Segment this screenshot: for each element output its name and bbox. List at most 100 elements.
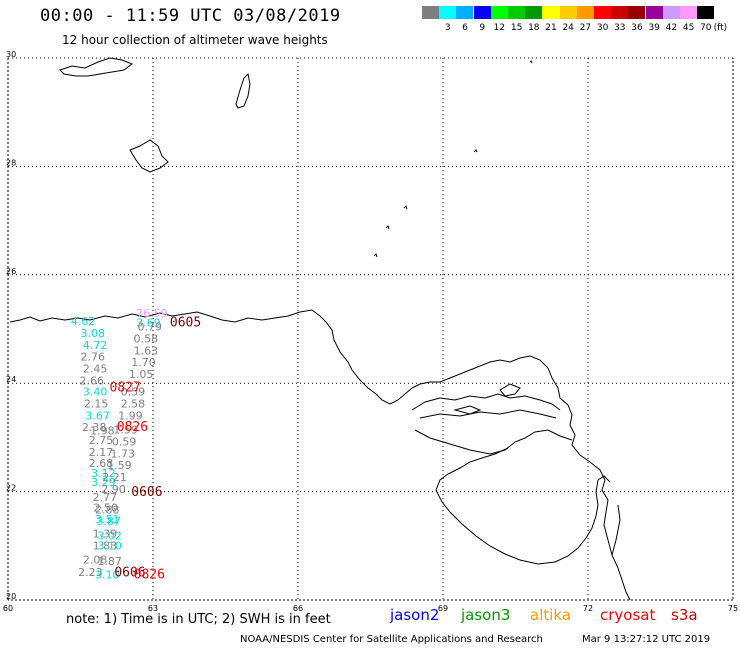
longitude-tick-label: 72	[583, 604, 593, 613]
scale-swatch	[611, 6, 629, 19]
scale-swatch	[662, 6, 680, 19]
wave-height-value: 0.58	[134, 333, 159, 346]
scale-tick-label: 15	[510, 23, 523, 33]
wave-height-value: 2.88	[95, 503, 120, 516]
pass-time-label: 0605	[170, 315, 201, 330]
wave-height-value: 1.87	[97, 555, 122, 568]
satellite-legend-item: altika	[530, 606, 572, 624]
scale-tick-label: 45	[682, 23, 695, 33]
coastline-oman-fragment	[59, 57, 134, 77]
generated-timestamp: Mar 9 13:27:12 UTC 2019	[582, 634, 711, 645]
wave-height-value: 2.58	[121, 398, 146, 411]
wave-height-value: 3.12	[91, 467, 116, 480]
wave-height-value: 1.39	[93, 528, 118, 541]
wave-height-value: 2.23	[78, 566, 103, 579]
latitude-tick-label: 22	[6, 484, 16, 493]
scale-tick-label: 36	[631, 23, 643, 33]
credit-line: NOAA/NESDIS Center for Satellite Applica…	[240, 634, 543, 645]
map-title: 00:00 - 11:59 UTC 03/08/2019	[40, 6, 341, 26]
latitude-tick-label: 20	[6, 592, 16, 601]
scale-swatch	[439, 6, 457, 19]
satellite-legend-item: jason2	[390, 606, 440, 624]
wave-height-value: 3.51	[95, 513, 120, 526]
wave-height-value: 1.98	[90, 425, 115, 438]
scale-tick-label: 33	[614, 23, 626, 33]
scale-swatch	[559, 6, 577, 19]
wave-height-value: 3.40	[83, 386, 108, 399]
wave-height-value: 2.90	[101, 483, 126, 496]
wave-height-value: 1.59	[113, 424, 138, 437]
scale-tick-label: 30	[596, 23, 609, 33]
scale-tick-label: 6	[462, 23, 468, 33]
wave-height-value: 0.59	[121, 386, 146, 399]
scale-swatch	[508, 6, 525, 19]
pass-time-label: 0826	[134, 567, 165, 582]
scale-tick-label: 9	[479, 23, 486, 33]
map-frame	[7, 57, 734, 601]
pass-time-label: 0826	[117, 420, 148, 435]
longitude-tick-label: 66	[293, 604, 303, 613]
wave-height-value: 2.08	[83, 554, 108, 567]
indus-delta-inlets	[411, 393, 561, 411]
wave-height-value: 3.02	[97, 529, 122, 542]
scale-swatch	[456, 6, 474, 19]
wave-height-value: 4.72	[83, 339, 108, 352]
wave-height-value: 3.08	[81, 327, 106, 340]
latitude-tick-label: 28	[6, 158, 16, 167]
pass-time-label: 0606	[114, 566, 145, 581]
wave-height-value: 3.67	[85, 410, 110, 423]
wave-height-value: 4.62	[71, 315, 96, 328]
wave-height-value: 1.59	[107, 459, 132, 472]
footer-note: note: 1) Time is in UTC; 2) SWH is in fe…	[66, 612, 331, 627]
longitude-tick-label: 60	[3, 604, 13, 613]
wave-height-value: 2.38	[82, 421, 107, 434]
rann-of-kutch	[414, 429, 573, 455]
coastline-makran	[9, 309, 631, 601]
wave-height-value: 3.10	[97, 540, 122, 553]
scale-tick-label: 3	[444, 23, 451, 33]
wave-height-value: 3.29	[91, 476, 116, 489]
wave-height-value: 3.10	[95, 568, 120, 581]
wave-height-value: 76.59	[136, 307, 168, 320]
wave-height-value: 2.15	[84, 398, 109, 411]
pass-time-label: 0606	[131, 485, 162, 500]
scale-tick-label: 21	[545, 23, 557, 33]
wave-height-value: 2.45	[83, 362, 108, 375]
wave-height-value: 2.21	[102, 471, 127, 484]
scale-tick-label: 42	[665, 23, 678, 33]
scale-swatch	[576, 6, 594, 19]
wave-height-value: 2.17	[89, 446, 114, 459]
scale-swatch	[697, 6, 715, 19]
scale-tick-label: 39	[648, 23, 660, 33]
wave-height-value: 2.50	[94, 502, 119, 515]
wave-height-value: 2.66	[80, 374, 105, 387]
wave-height-value: 2.77	[93, 491, 118, 504]
wave-height-value: 2.75	[89, 434, 114, 447]
wave-height-value: 3.87	[96, 515, 121, 528]
pass-time-label: 0827	[110, 380, 141, 395]
wave-height-value: 2.68	[89, 457, 114, 470]
scale-swatch	[525, 6, 543, 19]
longitude-tick-label: 69	[438, 604, 448, 613]
coastline-kathiawar	[435, 461, 599, 565]
latitude-tick-label: 26	[6, 267, 16, 276]
wave-height-value: 1.05	[129, 368, 154, 381]
scale-swatch	[680, 6, 697, 19]
wave-height-value: 1.99	[118, 410, 143, 423]
scale-unit: (ft)	[713, 23, 728, 33]
longitude-tick-label: 63	[148, 604, 158, 613]
satellite-legend-item: cryosat	[600, 606, 656, 624]
scale-tick-label: 70	[700, 23, 712, 33]
satellite-legend-item: s3a	[671, 606, 698, 624]
scale-swatch	[594, 6, 611, 19]
wave-height-value: 1.83	[93, 540, 118, 553]
wave-height-value: 1.73	[110, 447, 135, 460]
scale-swatch	[645, 6, 663, 19]
scale-swatch	[473, 6, 491, 19]
scale-swatch	[542, 6, 560, 19]
scale-tick-label: 18	[528, 23, 540, 33]
wave-height-value: 3.69	[136, 316, 161, 329]
wave-height-value: 1.70	[131, 356, 156, 369]
scale-tick-label: 12	[493, 23, 506, 33]
